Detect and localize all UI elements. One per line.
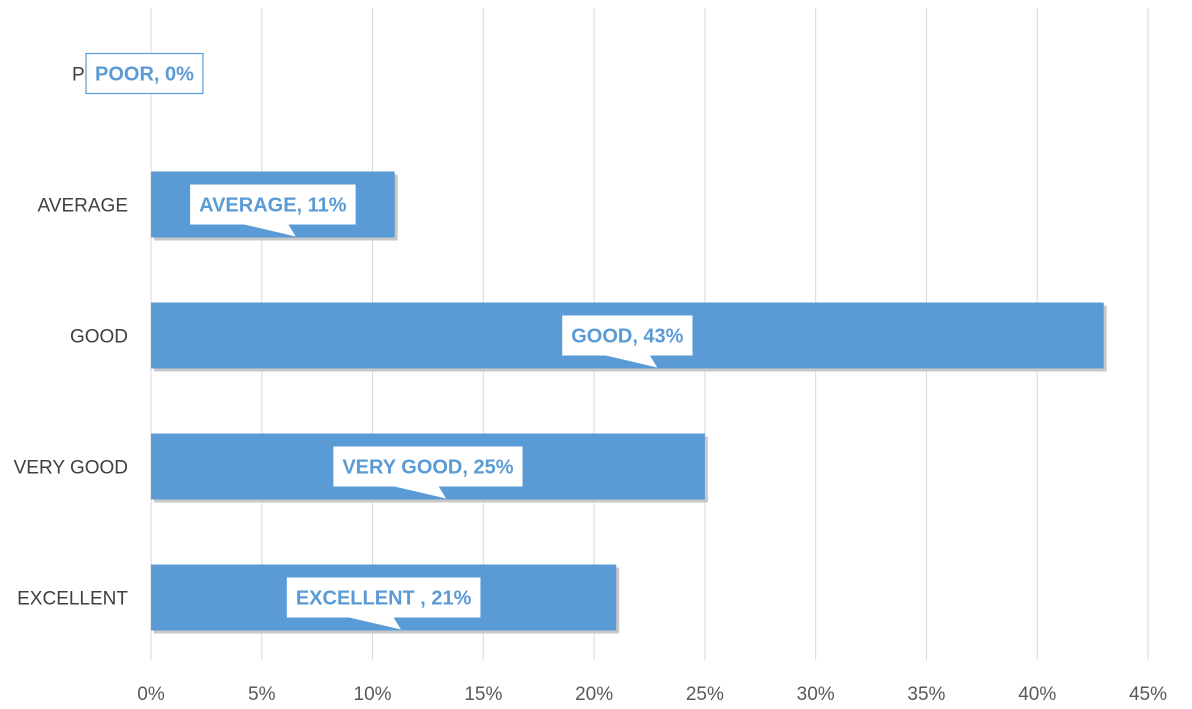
category-label-1: AVERAGE [38, 196, 128, 217]
x-tick-label-1: 5% [248, 684, 276, 705]
category-label-2: GOOD [70, 327, 128, 348]
data-label-box-0 [85, 52, 204, 95]
data-label-box-4 [286, 577, 481, 618]
data-label-callout-1: AVERAGE, 11% [190, 184, 356, 237]
data-label-box-2 [562, 315, 693, 356]
x-tick-label-3: 15% [464, 684, 502, 705]
data-label-0: POOR, 0% [95, 64, 194, 86]
data-label-pointer-4 [344, 616, 401, 630]
x-tick-label-4: 20% [575, 684, 613, 705]
data-label-4: EXCELLENT , 21% [296, 588, 472, 610]
data-labels-layer: POOR, 0% AVERAGE, 11% GOOD, 43% VERY GOOD, … [85, 52, 693, 630]
data-label-callout-0: POOR, 0% [85, 52, 204, 95]
data-label-pointer-1 [239, 223, 296, 237]
x-axis-ticks: 0% 5% 10% 15% 20% 25% 30% 35% 40% 45% [137, 684, 1167, 705]
data-label-box-3 [333, 446, 523, 487]
data-label-callout-2: GOOD, 43% [562, 315, 693, 368]
data-label-pointer-3 [390, 485, 447, 499]
data-label-pointer-2 [601, 354, 658, 368]
x-tick-label-9: 45% [1129, 684, 1167, 705]
x-tick-label-8: 40% [1018, 684, 1056, 705]
data-label-1: AVERAGE, 11% [199, 195, 347, 217]
x-tick-label-7: 35% [907, 684, 945, 705]
x-tick-label-2: 10% [354, 684, 392, 705]
data-label-3: VERY GOOD, 25% [342, 457, 513, 479]
data-label-callout-3: VERY GOOD, 25% [333, 446, 523, 499]
data-label-box-1 [190, 184, 356, 225]
x-tick-label-0: 0% [137, 684, 165, 705]
data-label-callout-4: EXCELLENT , 21% [286, 577, 481, 630]
category-label-4: EXCELLENT [17, 589, 128, 610]
x-tick-label-5: 25% [686, 684, 724, 705]
data-label-2: GOOD, 43% [571, 326, 683, 348]
bars-layer [151, 171, 1107, 634]
x-tick-label-6: 30% [797, 684, 835, 705]
category-label-3: VERY GOOD [14, 458, 128, 479]
